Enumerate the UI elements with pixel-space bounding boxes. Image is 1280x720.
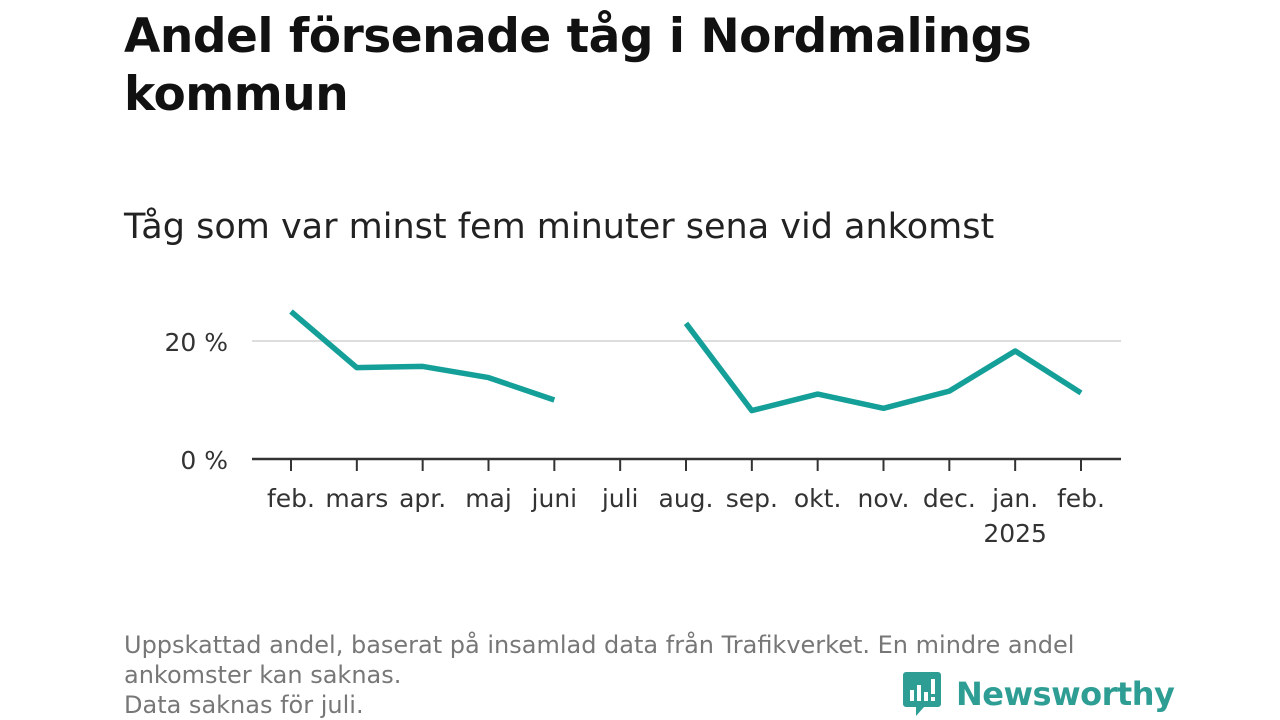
bar-chart-speech-bubble-icon	[903, 672, 941, 716]
x-tick-label: sep.	[726, 484, 778, 513]
footnote-line: Data saknas för juli.	[124, 691, 364, 719]
line-chart: 0 % 20 % feb. mars apr. maj juni juli aug. sep. o…	[164, 309, 1121, 548]
series-line	[683, 321, 1083, 414]
x-tick-label: apr.	[399, 484, 446, 513]
brand-logo: Newsworthy	[902, 670, 1175, 718]
footnote-line: ankomster kan saknas.	[124, 661, 402, 689]
brand-name: Newsworthy	[956, 675, 1175, 713]
x-tick-label: feb.	[1057, 484, 1105, 513]
x-year-label: 2025	[983, 519, 1047, 548]
series-line	[289, 309, 556, 403]
y-tick-label: 0 %	[180, 446, 228, 475]
y-axis-ticks: 0 % 20 %	[164, 328, 228, 475]
x-tick-label: dec.	[923, 484, 976, 513]
x-tick-label: aug.	[659, 484, 714, 513]
x-tick-label: mars	[325, 484, 388, 513]
chart-subtitle: Tåg som var minst fem minuter sena vid a…	[124, 207, 995, 247]
x-tick-label: nov.	[858, 484, 910, 513]
series-lines	[289, 309, 1083, 414]
x-tick-label: maj	[465, 484, 512, 513]
x-tick-label: jan.	[991, 484, 1038, 513]
x-axis	[252, 457, 1121, 471]
x-axis-labels: feb. mars apr. maj juni juli aug. sep. okt. nov. d…	[267, 484, 1105, 548]
x-tick-label: feb.	[267, 484, 315, 513]
footnote: Uppskattad andel, baserat på insamlad da…	[124, 630, 1154, 720]
y-tick-label: 20 %	[164, 328, 228, 357]
chart-title: Andel försenade tåg i Nordmalings kommun	[124, 9, 1032, 122]
x-tick-label: okt.	[794, 484, 842, 513]
footnote-line: Uppskattad andel, baserat på insamlad da…	[124, 631, 1075, 659]
x-tick-label: juni	[531, 484, 578, 513]
x-tick-label: juli	[601, 484, 639, 513]
